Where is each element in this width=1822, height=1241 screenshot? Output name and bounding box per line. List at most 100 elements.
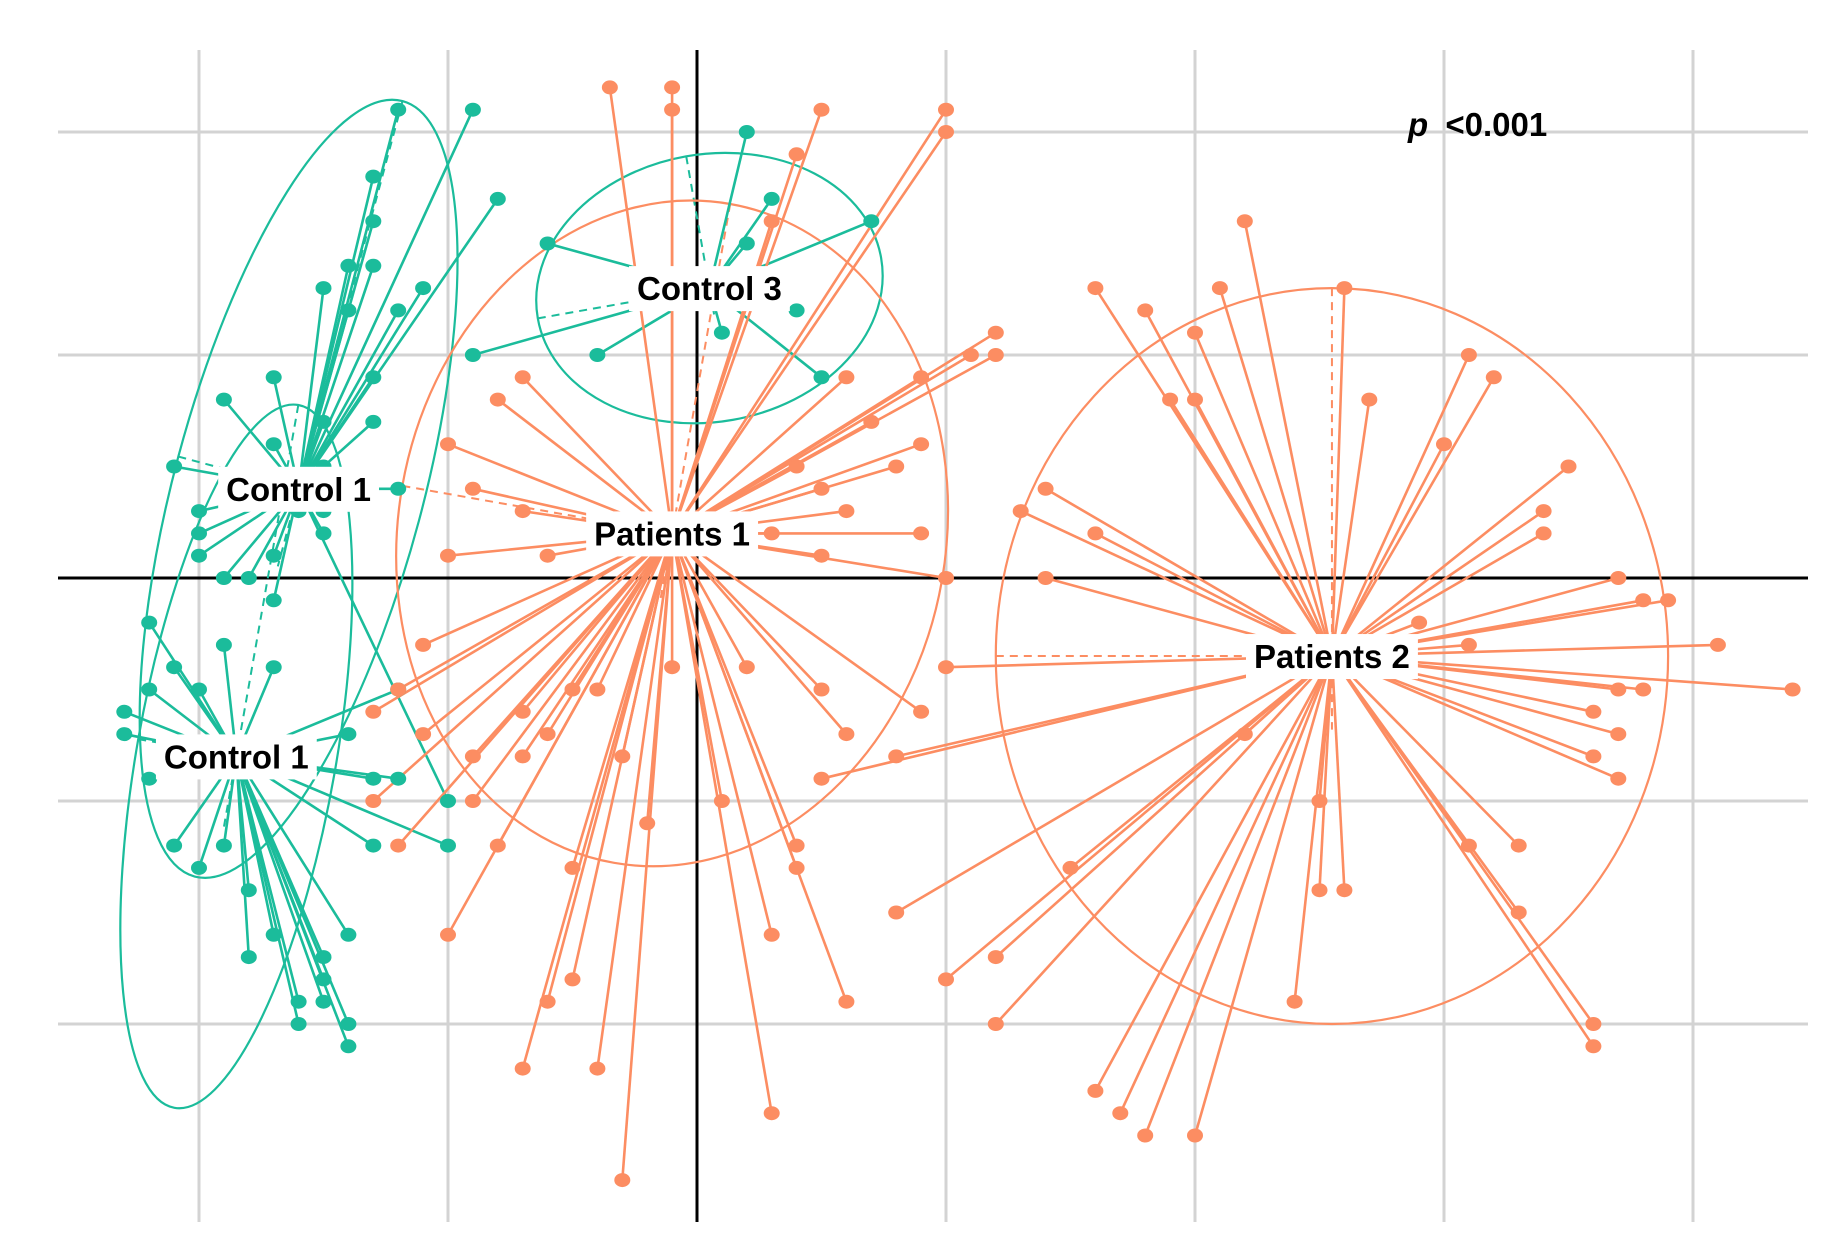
- data-point: [1311, 794, 1328, 808]
- group-label-text: Patients 2: [1254, 638, 1410, 675]
- data-point: [838, 504, 855, 519]
- data-point: [390, 303, 407, 318]
- data-point: [489, 191, 506, 206]
- spoke-line: [1330, 399, 1371, 657]
- data-point: [1784, 682, 1801, 697]
- group-labels: Control 1 Control 1 Control 3 Patients 1 Pat…: [155, 266, 1418, 780]
- spoke-line: [1044, 487, 1333, 658]
- spoke-line: [297, 310, 350, 490]
- data-point: [1585, 704, 1602, 719]
- data-point: [1211, 281, 1228, 296]
- spoke-line: [671, 532, 848, 735]
- data-point: [365, 704, 382, 719]
- data-point: [1187, 392, 1203, 407]
- data-point: [589, 1061, 606, 1076]
- spoke-line: [521, 532, 674, 758]
- data-point: [340, 1017, 357, 1031]
- group-label-bg: [218, 466, 380, 512]
- ellipse: [994, 286, 1670, 1026]
- data-point: [390, 102, 407, 117]
- data-point: [464, 749, 481, 764]
- data-point: [1535, 526, 1552, 541]
- spoke-line: [1331, 465, 1570, 658]
- group-label: Control 3: [629, 266, 790, 312]
- spoke-line: [235, 755, 350, 936]
- data-point: [1485, 370, 1502, 385]
- spoke-line: [1243, 220, 1334, 657]
- group-label: Control 1: [218, 466, 380, 512]
- data-point: [315, 994, 332, 1009]
- spoke-line: [297, 265, 350, 490]
- data-point: [1037, 571, 1054, 585]
- data-point: [1062, 860, 1079, 875]
- data-point: [539, 994, 556, 1009]
- spoke-line: [1293, 655, 1334, 1002]
- spoke-line: [235, 756, 251, 958]
- data-point: [415, 281, 432, 296]
- p-symbol: p: [1407, 106, 1428, 143]
- data-point: [191, 526, 207, 541]
- data-point: [1112, 1106, 1129, 1121]
- data-point: [1137, 1128, 1154, 1143]
- data-point: [813, 771, 830, 786]
- data-point: [1610, 571, 1627, 585]
- data-point: [564, 972, 581, 987]
- data-point: [390, 771, 407, 786]
- data-point: [514, 704, 531, 719]
- data-point: [813, 370, 830, 385]
- data-point: [664, 102, 681, 117]
- spoke-line: [1330, 655, 1595, 1025]
- group-label-bg: [629, 266, 790, 312]
- spoke-line: [670, 533, 773, 1114]
- data-point: [713, 325, 730, 340]
- data-point: [738, 125, 755, 139]
- data-point: [166, 459, 183, 474]
- spoke-line: [945, 655, 1333, 981]
- data-point: [987, 1017, 1004, 1031]
- spoke-line: [1318, 655, 1334, 891]
- data-point: [788, 459, 805, 474]
- data-point: [365, 258, 382, 273]
- data-point: [1510, 838, 1527, 853]
- spider-lines: [123, 87, 1793, 1181]
- data-point: [1436, 437, 1452, 452]
- data-point: [340, 303, 357, 318]
- spoke-line: [397, 532, 674, 847]
- data-point: [215, 392, 232, 407]
- data-point: [838, 370, 855, 385]
- data-point: [116, 727, 133, 742]
- zero-axes: [58, 50, 1808, 1222]
- data-point: [987, 348, 1004, 362]
- data-point: [365, 838, 382, 853]
- data-point: [440, 927, 456, 942]
- spoke-line: [671, 131, 948, 535]
- data-point: [1585, 749, 1602, 764]
- data-point: [290, 994, 307, 1009]
- data-point: [440, 548, 456, 563]
- spoke-line: [670, 533, 773, 936]
- spoke-line: [1330, 655, 1346, 891]
- gridlines: [58, 50, 1808, 1222]
- data-point: [514, 504, 531, 519]
- data-point: [763, 1106, 780, 1121]
- data-point: [215, 571, 232, 585]
- data-points: [116, 80, 1801, 1188]
- data-point: [464, 102, 481, 117]
- spoke-line: [1331, 655, 1520, 847]
- data-point: [838, 994, 855, 1009]
- data-point: [166, 660, 183, 675]
- data-point: [340, 1039, 357, 1054]
- data-point: [1336, 883, 1353, 898]
- spoke-line: [521, 376, 674, 535]
- spoke-line: [297, 287, 325, 489]
- data-point: [1535, 504, 1552, 519]
- spoke-line: [645, 533, 674, 824]
- data-point: [514, 749, 531, 764]
- spoke-line: [297, 309, 400, 490]
- data-point: [215, 838, 232, 853]
- data-point: [116, 704, 133, 719]
- data-point: [265, 660, 282, 675]
- data-point: [1610, 727, 1627, 742]
- spoke-line: [235, 756, 300, 1025]
